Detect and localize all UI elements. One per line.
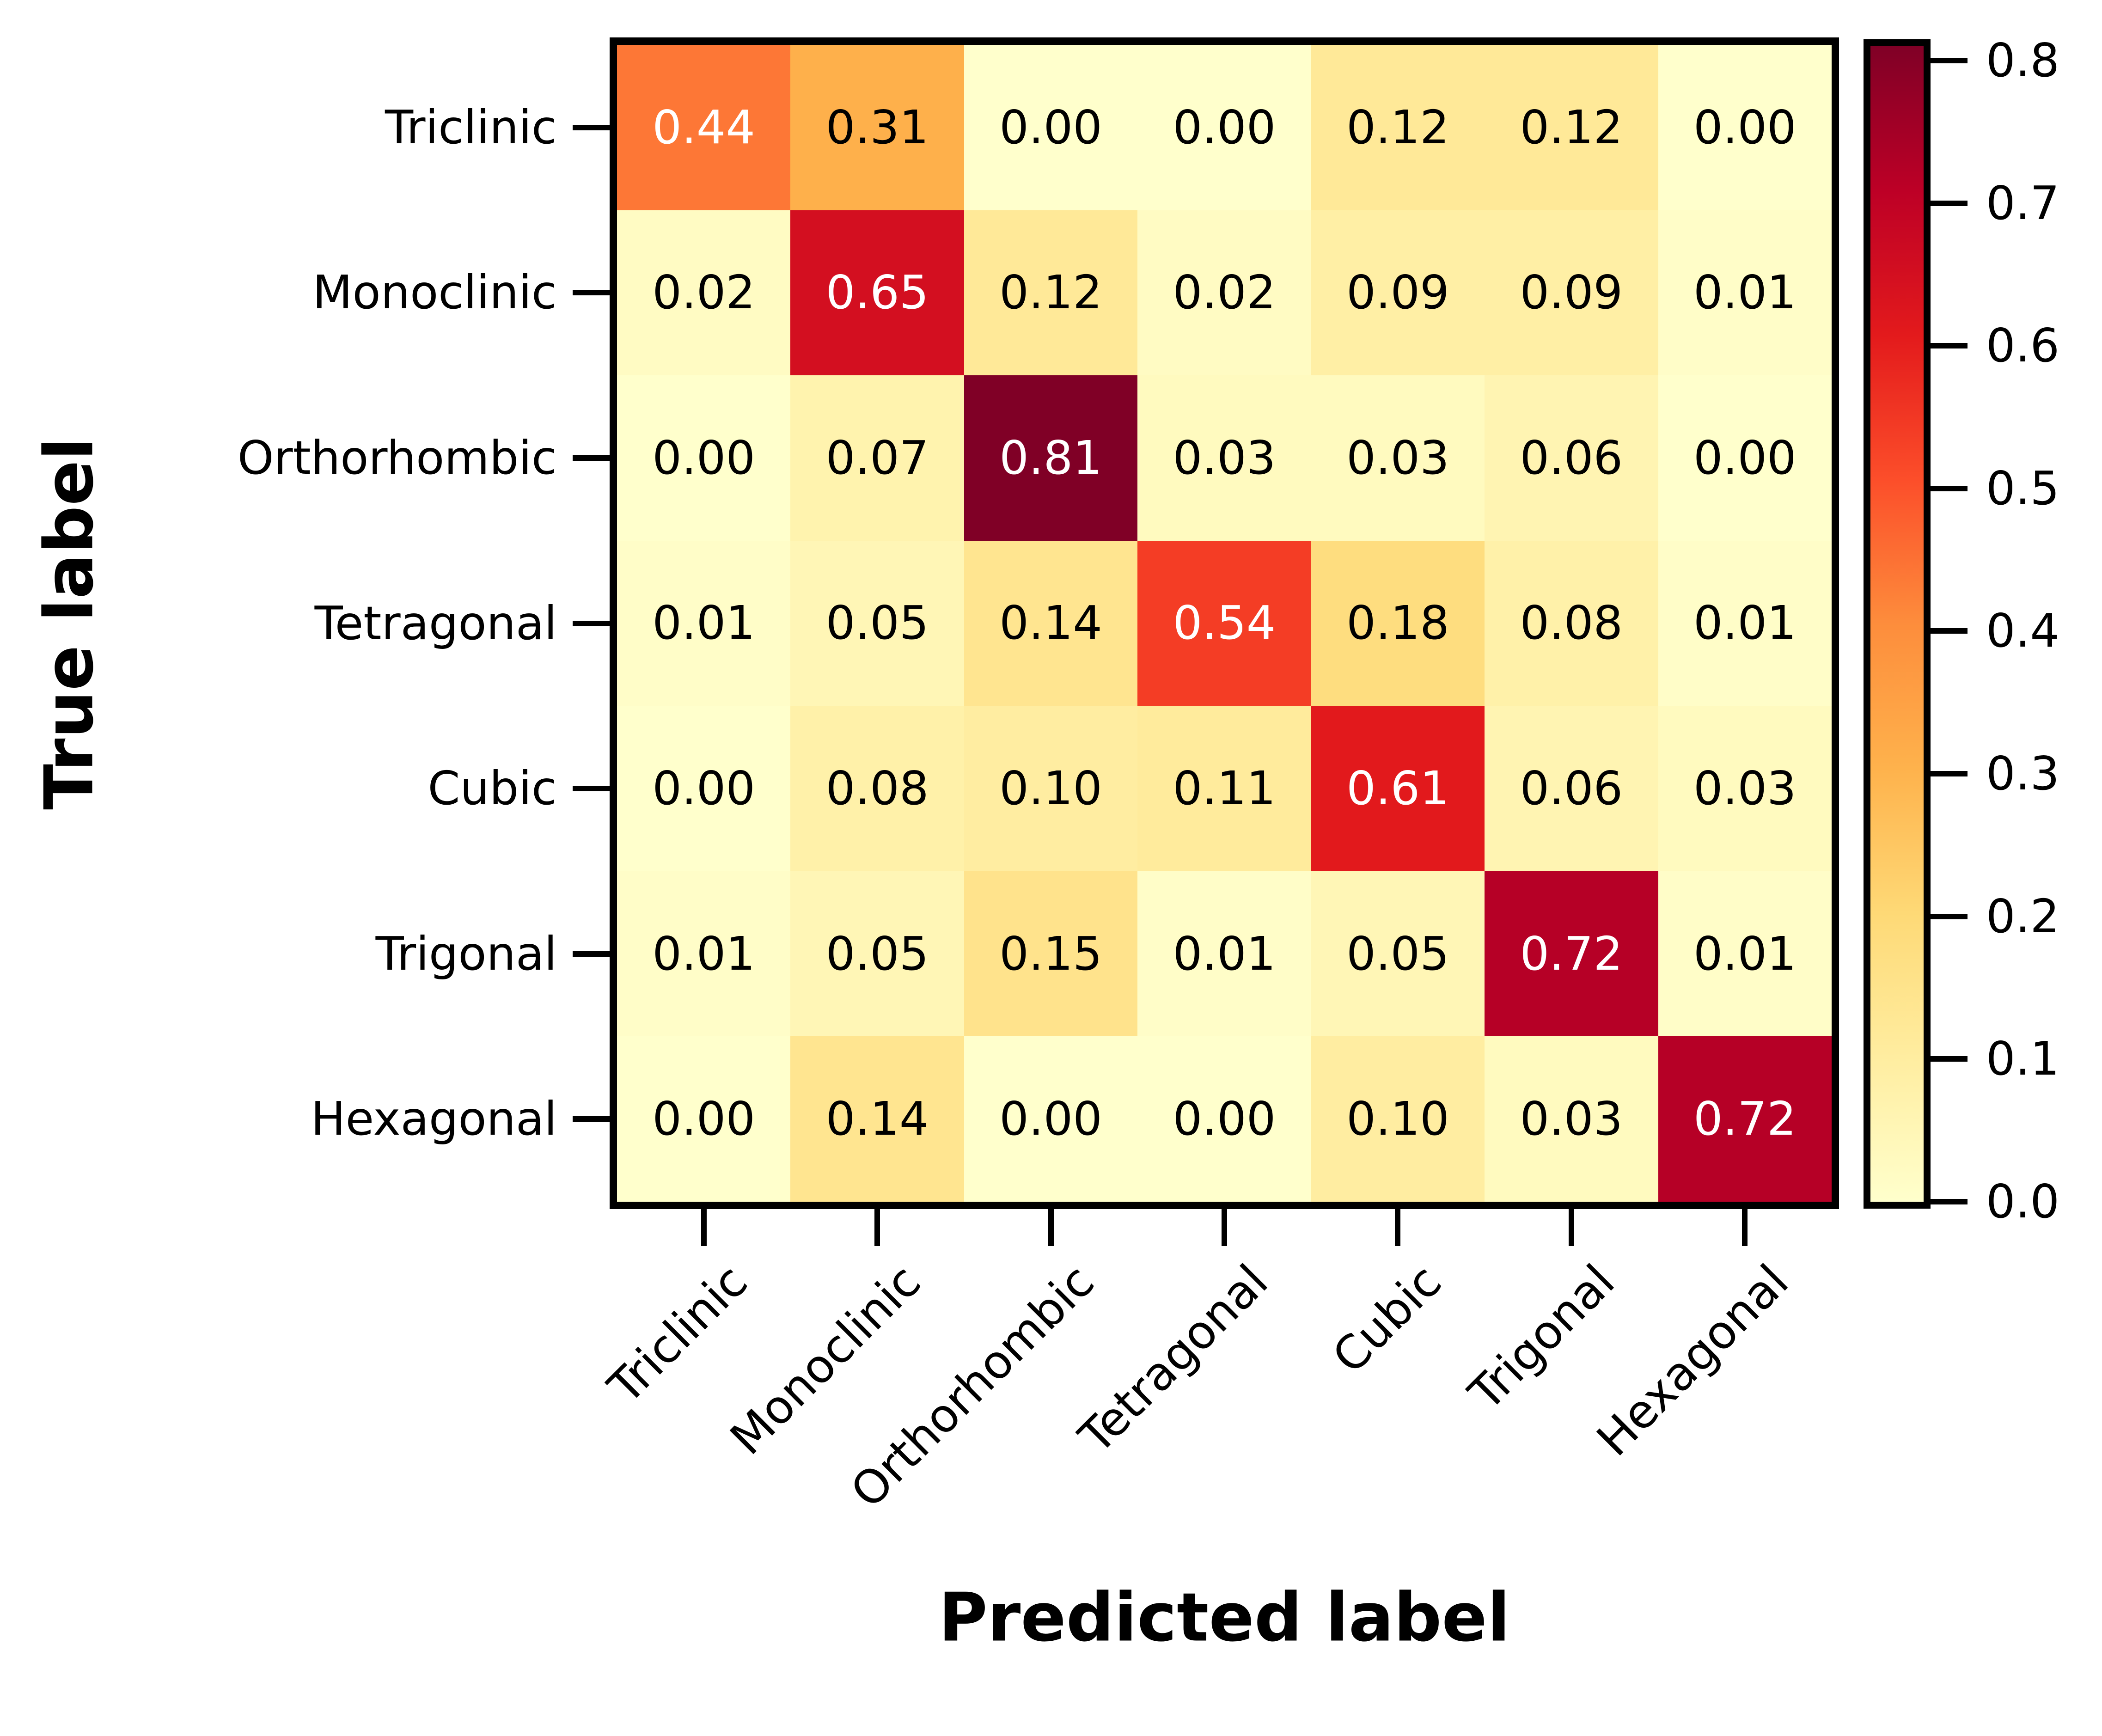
matrix-cell-r4c5: 0.06 <box>1485 706 1658 871</box>
matrix-cell-r2c6: 0.00 <box>1658 375 1832 541</box>
y-tick-label-tetragonal: Tetragonal <box>314 596 557 650</box>
matrix-cell-r1c5: 0.09 <box>1485 210 1658 376</box>
x-tick <box>874 1209 880 1246</box>
x-tick <box>1048 1209 1054 1246</box>
matrix-cell-r6c1: 0.14 <box>790 1036 964 1202</box>
x-tick-label-trigonal: Trigonal <box>1459 1254 1625 1421</box>
matrix-cell-r5c0: 0.01 <box>617 871 791 1037</box>
matrix-cell-r6c5: 0.03 <box>1485 1036 1658 1202</box>
y-tick-label-monoclinic: Monoclinic <box>312 265 557 320</box>
matrix-cell-r0c2: 0.00 <box>964 45 1138 210</box>
colorbar-tick-label-0.4: 0.4 <box>1986 604 2060 658</box>
colorbar-tick-label-0.8: 0.8 <box>1986 33 2060 87</box>
matrix-cell-r2c3: 0.03 <box>1137 375 1311 541</box>
y-tick <box>573 455 610 461</box>
colorbar-tick-label-0.2: 0.2 <box>1986 889 2060 943</box>
matrix-cell-r3c3: 0.54 <box>1137 540 1311 706</box>
x-tick <box>1222 1209 1227 1246</box>
matrix-cell-r6c4: 0.10 <box>1311 1036 1485 1202</box>
y-axis-title: True label <box>30 437 109 810</box>
x-axis-title: Predicted label <box>938 1578 1510 1657</box>
colorbar-tick-label-0.7: 0.7 <box>1986 176 2060 230</box>
matrix-cell-r2c4: 0.03 <box>1311 375 1485 541</box>
matrix-cell-r5c1: 0.05 <box>790 871 964 1037</box>
x-tick <box>701 1209 707 1246</box>
matrix-cell-r3c0: 0.01 <box>617 540 791 706</box>
x-tick <box>1568 1209 1574 1246</box>
matrix-cell-r3c5: 0.08 <box>1485 540 1658 706</box>
matrix-cell-r6c6: 0.72 <box>1658 1036 1832 1202</box>
y-tick-label-cubic: Cubic <box>428 761 557 816</box>
matrix-cell-r2c5: 0.06 <box>1485 375 1658 541</box>
colorbar <box>1864 39 1931 1209</box>
x-tick-label-tetragonal: Tetragonal <box>1068 1254 1278 1464</box>
matrix-cell-r5c2: 0.15 <box>964 871 1138 1037</box>
colorbar-tick <box>1931 343 1968 349</box>
matrix-cell-r1c6: 0.01 <box>1658 210 1832 376</box>
matrix-cell-r5c3: 0.01 <box>1137 871 1311 1037</box>
matrix-cell-r0c1: 0.31 <box>790 45 964 210</box>
matrix-cell-r1c0: 0.02 <box>617 210 791 376</box>
x-tick-label-triclinic: Triclinic <box>598 1254 758 1414</box>
matrix-cell-r5c5: 0.72 <box>1485 871 1658 1037</box>
x-tick <box>1395 1209 1401 1246</box>
y-tick <box>573 951 610 957</box>
matrix-cell-r1c3: 0.02 <box>1137 210 1311 376</box>
colorbar-tick <box>1931 771 1968 777</box>
matrix-cell-r3c4: 0.18 <box>1311 540 1485 706</box>
y-tick-label-orthorhombic: Orthorhombic <box>237 430 557 485</box>
colorbar-tick <box>1931 1199 1968 1204</box>
matrix-cell-r0c5: 0.12 <box>1485 45 1658 210</box>
matrix-cell-r6c2: 0.00 <box>964 1036 1138 1202</box>
matrix-cell-r4c2: 0.10 <box>964 706 1138 871</box>
matrix-cell-r4c4: 0.61 <box>1311 706 1485 871</box>
matrix-cell-r1c4: 0.09 <box>1311 210 1485 376</box>
matrix-cell-r4c0: 0.00 <box>617 706 791 871</box>
colorbar-tick-label-0.1: 0.1 <box>1986 1032 2060 1086</box>
colorbar-tick <box>1931 628 1968 634</box>
matrix-cell-r3c1: 0.05 <box>790 540 964 706</box>
colorbar-tick <box>1931 913 1968 919</box>
colorbar-tick <box>1931 1056 1968 1062</box>
y-tick <box>573 124 610 130</box>
matrix-cell-r4c3: 0.11 <box>1137 706 1311 871</box>
matrix-cell-r1c2: 0.12 <box>964 210 1138 376</box>
colorbar-tick-label-0.0: 0.0 <box>1986 1174 2060 1229</box>
colorbar-tick <box>1931 57 1968 63</box>
matrix-cell-r3c2: 0.14 <box>964 540 1138 706</box>
y-tick <box>573 290 610 296</box>
y-tick-label-hexagonal: Hexagonal <box>311 1092 557 1146</box>
colorbar-tick-label-0.6: 0.6 <box>1986 318 2060 373</box>
x-tick <box>1742 1209 1748 1246</box>
matrix-cell-r6c3: 0.00 <box>1137 1036 1311 1202</box>
colorbar-tick-label-0.3: 0.3 <box>1986 746 2060 801</box>
matrix-cell-r2c2: 0.81 <box>964 375 1138 541</box>
y-tick <box>573 786 610 792</box>
matrix-cell-r5c4: 0.05 <box>1311 871 1485 1037</box>
matrix-cell-r6c0: 0.00 <box>617 1036 791 1202</box>
matrix-cell-r0c6: 0.00 <box>1658 45 1832 210</box>
heatmap-grid: 0.44 0.31 0.00 0.00 0.12 0.12 0.00 0.02 0.65 0.12… <box>610 37 1839 1209</box>
matrix-cell-r0c0: 0.44 <box>617 45 791 210</box>
x-tick-label-cubic: Cubic <box>1322 1254 1452 1384</box>
matrix-cell-r1c1: 0.65 <box>790 210 964 376</box>
matrix-cell-r4c6: 0.03 <box>1658 706 1832 871</box>
colorbar-tick <box>1931 485 1968 491</box>
y-tick-label-triclinic: Triclinic <box>385 100 557 154</box>
matrix-cell-r4c1: 0.08 <box>790 706 964 871</box>
matrix-cell-r2c0: 0.00 <box>617 375 791 541</box>
colorbar-tick <box>1931 200 1968 206</box>
matrix-cell-r0c4: 0.12 <box>1311 45 1485 210</box>
matrix-cell-r0c3: 0.00 <box>1137 45 1311 210</box>
colorbar-tick-label-0.5: 0.5 <box>1986 461 2060 515</box>
y-tick <box>573 1116 610 1122</box>
y-tick <box>573 620 610 626</box>
matrix-cell-r2c1: 0.07 <box>790 375 964 541</box>
matrix-cell-r5c6: 0.01 <box>1658 871 1832 1037</box>
matrix-cell-r3c6: 0.01 <box>1658 540 1832 706</box>
y-tick-label-trigonal: Trigonal <box>375 926 557 981</box>
